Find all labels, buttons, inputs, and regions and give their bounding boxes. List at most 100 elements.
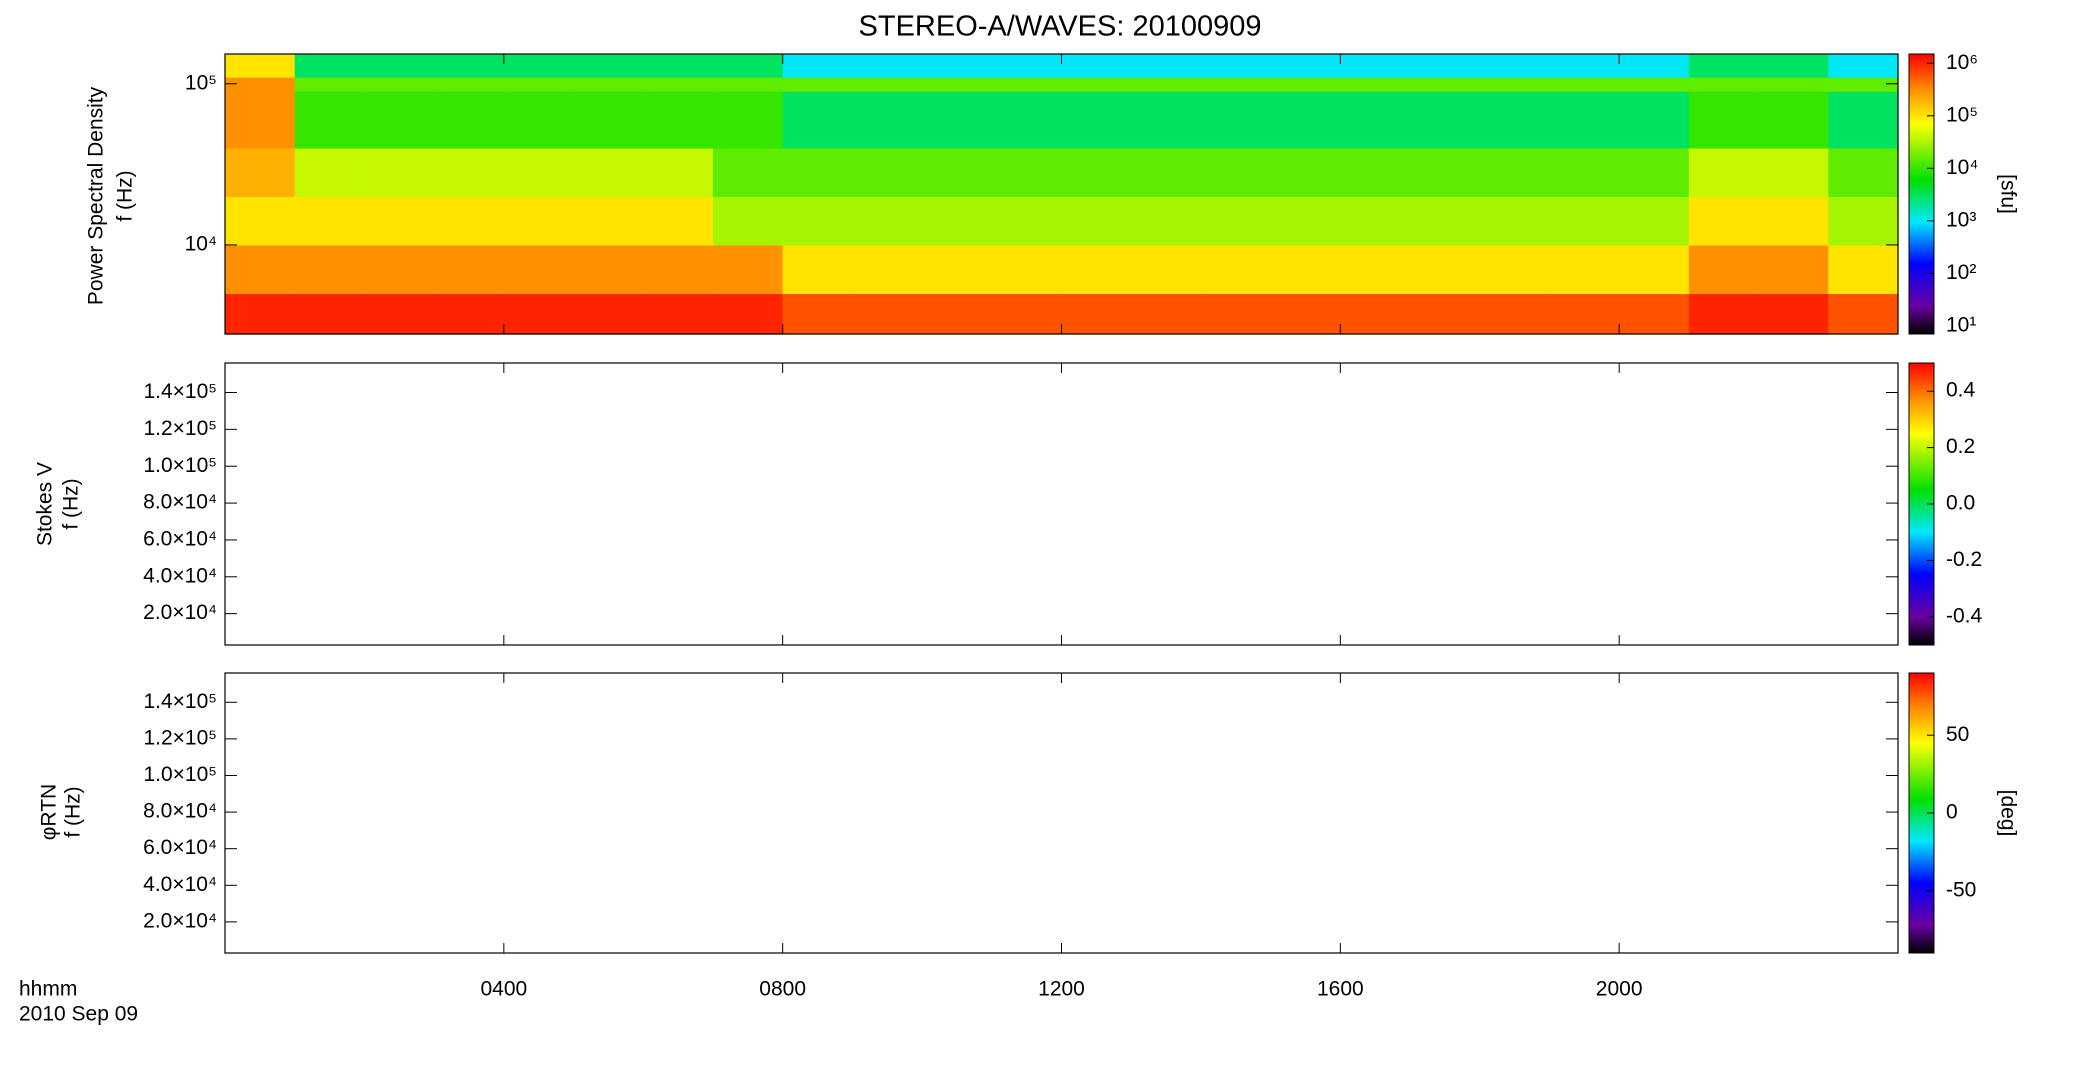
- heatmap-cell: [225, 91, 296, 149]
- heatmap-cell: [712, 147, 784, 198]
- heatmap-cell: [922, 244, 993, 295]
- heatmap-cell: [294, 293, 366, 335]
- heatmap-cell: [1061, 54, 1132, 78]
- heatmap-cell: [1131, 147, 1202, 198]
- heatmap-cell: [1619, 196, 1690, 246]
- heatmap-cell: [643, 244, 714, 295]
- heatmap-cell: [225, 244, 296, 295]
- heatmap-cell: [434, 91, 505, 149]
- heatmap-cell: [1061, 77, 1132, 92]
- heatmap-cell: [1619, 147, 1690, 198]
- heatmap-cell: [712, 196, 784, 246]
- heatmap-cell: [1479, 244, 1551, 295]
- colorbar-tick-label: -0.2: [1946, 548, 1982, 571]
- heatmap-cell: [364, 147, 435, 198]
- heatmap-cell: [503, 91, 575, 149]
- heatmap-cell: [1061, 244, 1132, 295]
- y-tick-label: 6.0×10⁴: [143, 527, 217, 550]
- heatmap-cell: [434, 77, 505, 92]
- heatmap-cell: [225, 147, 296, 198]
- heatmap-cell: [1688, 196, 1760, 246]
- heatmap-cell: [1340, 91, 1411, 149]
- heatmap-cell: [1688, 91, 1760, 149]
- heatmap-cell: [1270, 244, 1341, 295]
- heatmap-cell: [294, 77, 366, 92]
- heatmap-cell: [1270, 196, 1341, 246]
- y-axis-label: Stokes V: [34, 462, 57, 546]
- x-tick-label: 0400: [480, 978, 527, 1001]
- heatmap-cell: [922, 54, 993, 78]
- heatmap-cell: [852, 147, 923, 198]
- heatmap-cell: [1270, 54, 1341, 78]
- heatmap-cell: [1549, 91, 1620, 149]
- heatmap-cell: [643, 77, 714, 92]
- x-tick-label: 1600: [1317, 978, 1364, 1001]
- colorbar-tick-label: 10²: [1946, 261, 1976, 284]
- heatmap-cell: [573, 244, 644, 295]
- heatmap-cell: [1549, 54, 1620, 78]
- heatmap-cell: [1828, 196, 1899, 246]
- heatmap-cell: [782, 91, 853, 149]
- heatmap-cell: [991, 293, 1063, 335]
- heatmap-cell: [503, 293, 575, 335]
- heatmap-cell: [573, 54, 644, 78]
- panel-frame: [224, 672, 1899, 954]
- heatmap-cell: [225, 196, 296, 246]
- heatmap-cell: [1619, 77, 1690, 92]
- heatmap-cell: [922, 91, 993, 149]
- colorbar-tick-label: 0.2: [1946, 435, 1975, 458]
- heatmap-cell: [1410, 147, 1481, 198]
- heatmap-cell: [1688, 147, 1760, 198]
- heatmap-cell: [294, 196, 366, 246]
- heatmap-cell: [573, 147, 644, 198]
- heatmap-cell: [782, 54, 853, 78]
- heatmap-cell: [1061, 196, 1132, 246]
- heatmap-cell: [643, 54, 714, 78]
- heatmap-cell: [782, 77, 853, 92]
- heatmap-cell: [434, 244, 505, 295]
- heatmap-cell: [643, 147, 714, 198]
- heatmap-cell: [1619, 54, 1690, 78]
- heatmap-cell: [1340, 54, 1411, 78]
- heatmap-cell: [225, 54, 296, 78]
- chart-title: STEREO-A/WAVES: 20100909: [859, 11, 1262, 43]
- y-tick-label: 1.0×10⁵: [143, 454, 217, 477]
- y-axis-label: f (Hz): [62, 786, 85, 837]
- heatmap-cell: [1688, 77, 1760, 92]
- heatmap-cell: [852, 54, 923, 78]
- heatmap-cell: [1828, 77, 1899, 92]
- heatmap-cell: [1131, 91, 1202, 149]
- heatmap-cell: [364, 293, 435, 335]
- heatmap-cell: [1340, 196, 1411, 246]
- heatmap-cell: [1131, 77, 1202, 92]
- y-tick-label: 2.0×10⁴: [143, 601, 217, 624]
- heatmap-cell: [922, 293, 993, 335]
- heatmap-cell: [712, 293, 784, 335]
- heatmap-cell: [1828, 91, 1899, 149]
- colorbar-label: [deg]: [1996, 790, 2019, 837]
- y-tick-label: 10⁵: [185, 71, 217, 94]
- heatmap-cell: [434, 147, 505, 198]
- heatmap-cell: [1758, 293, 1829, 335]
- heatmap-cell: [1479, 54, 1551, 78]
- heatmap-cell: [1410, 244, 1481, 295]
- heatmap-cell: [364, 91, 435, 149]
- heatmap-cell: [1758, 91, 1829, 149]
- heatmap-cell: [1828, 54, 1899, 78]
- heatmap-cell: [991, 147, 1063, 198]
- heatmap-cell: [1549, 147, 1620, 198]
- heatmap-cell: [1479, 293, 1551, 335]
- y-tick-label: 1.2×10⁵: [143, 417, 217, 440]
- heatmap-cell: [712, 54, 784, 78]
- heatmap-cell: [1200, 77, 1272, 92]
- y-tick-label: 4.0×10⁴: [143, 873, 217, 896]
- heatmap-cell: [1688, 54, 1760, 78]
- heatmap-cell: [1549, 293, 1620, 335]
- heatmap-cell: [434, 54, 505, 78]
- heatmap-cell: [1549, 244, 1620, 295]
- heatmap-cell: [852, 196, 923, 246]
- colorbar-tick-label: 50: [1946, 723, 1969, 746]
- colorbar-tick-label: 10⁵: [1946, 103, 1978, 126]
- heatmap-cell: [364, 244, 435, 295]
- y-tick-label: 1.4×10⁵: [143, 380, 217, 403]
